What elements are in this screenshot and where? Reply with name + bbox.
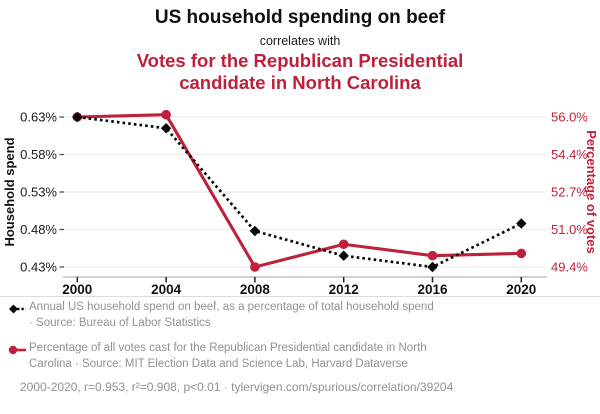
beef-data-point [249, 225, 261, 237]
page-title: US household spending on beef [154, 7, 446, 28]
x-axis-tick-label: 2016 [417, 282, 448, 295]
right-axis-tick-label: 56.0% [551, 110, 588, 125]
beef-data-point [72, 111, 83, 123]
legend-entry-beef-label: Annual US household spend on beef, as a … [29, 301, 434, 329]
right-axis-tick-label: 49.4% [551, 260, 588, 275]
left-axis-tick-label: 0.43% [20, 260, 57, 275]
beef-data-point [516, 218, 527, 229]
chart-canvas: 0.63% 56.0% 0.58% 54.4% 0.53% 52.7% 0.48% 51.0%… [0, 95, 600, 298]
figure-header: US household spending on beef correlates… [0, 0, 600, 93]
right-axis-tick-label: 51.0% [551, 222, 588, 237]
x-axis-tick-label: 2020 [506, 282, 536, 295]
x-axis-tick-label: 2012 [329, 282, 359, 295]
right-axis-tick-label: 52.7% [551, 185, 588, 200]
votes-data-point [516, 248, 527, 259]
left-axis-title: Household spend [2, 137, 17, 246]
left-axis-tick-label: 0.48% [20, 222, 57, 237]
x-axis-tick-label: 2008 [240, 282, 271, 295]
footer-stats: 2000-2020, r=0.953, r²=0.908, p<0.01 · t… [20, 380, 454, 394]
legend-entry-votes-label: Percentage of all votes cast for the Rep… [29, 342, 427, 370]
votes-data-point [250, 262, 260, 272]
beef-series-marker-icon [8, 302, 26, 320]
x-axis-tick-label: 2000 [62, 282, 92, 295]
beef-data-point [427, 261, 438, 273]
chart-svg: 0.63% 56.0% 0.58% 54.4% 0.53% 52.7% 0.48% 51.0%… [2, 109, 599, 298]
correlates-with-label: correlates with [259, 34, 341, 48]
legend-divider [0, 296, 600, 297]
gridlines [59, 116, 546, 268]
left-axis-tick-label: 0.58% [20, 147, 57, 162]
beef-data-point [338, 250, 349, 261]
votes-data-point [161, 109, 171, 120]
votes-series-line [77, 113, 522, 269]
beef-series-line [77, 115, 522, 269]
left-axis-tick-label: 0.53% [20, 185, 57, 200]
left-axis-tick-label: 0.63% [20, 110, 57, 125]
x-axis-tick-label: 2004 [151, 282, 182, 295]
right-axis-tick-label: 54.4% [551, 147, 588, 162]
beef-data-point [160, 123, 172, 134]
legend-entry-beef: Annual US household spend on beef, as a … [8, 300, 600, 331]
votes-series-marker-icon [8, 343, 26, 361]
right-axis-title: Percentage of votes [584, 130, 599, 254]
secondary-title: Votes for the Republican Presidential ca… [136, 50, 464, 93]
legend-entry-votes: Percentage of all votes cast for the Rep… [8, 341, 600, 372]
votes-data-point [338, 239, 349, 250]
votes-data-point [427, 250, 438, 261]
chart-legend: Annual US household spend on beef, as a … [0, 300, 600, 394]
